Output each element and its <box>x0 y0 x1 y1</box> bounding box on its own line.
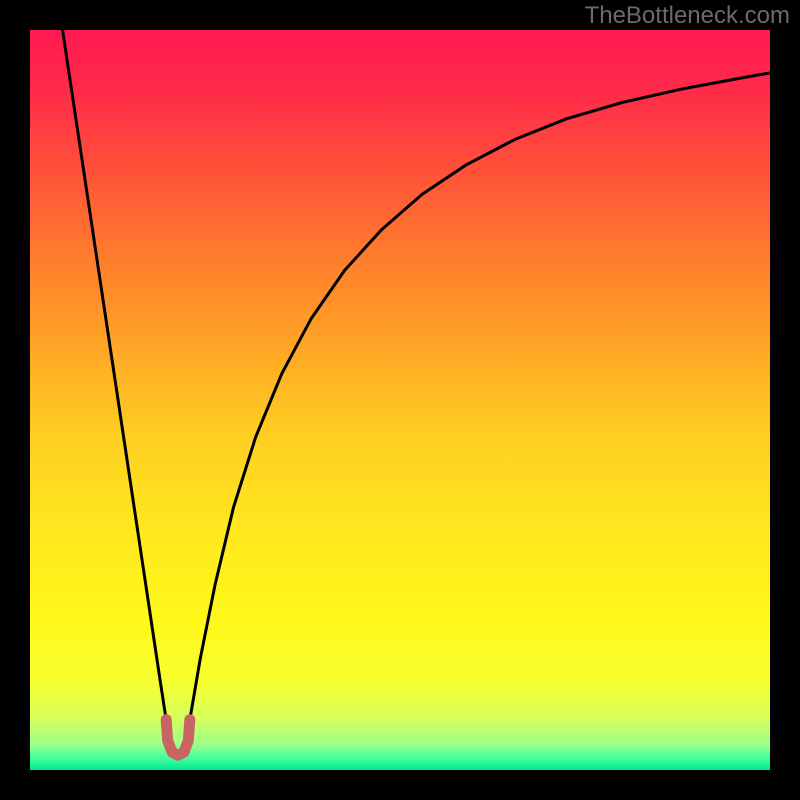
chart-svg <box>0 0 800 800</box>
plot-background <box>30 30 770 770</box>
watermark-text: TheBottleneck.com <box>585 2 790 30</box>
chart-container: TheBottleneck.com <box>0 0 800 800</box>
